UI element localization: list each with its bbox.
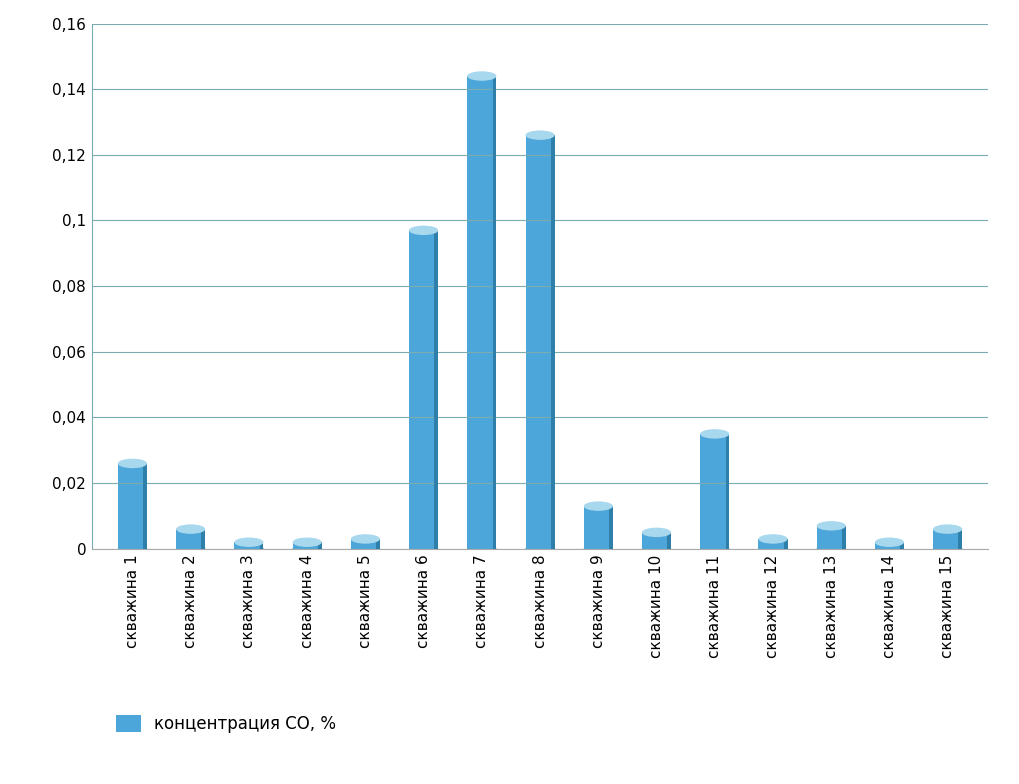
Bar	[726, 434, 730, 549]
Ellipse shape	[700, 544, 730, 554]
Ellipse shape	[758, 534, 788, 543]
Ellipse shape	[700, 429, 730, 438]
Bar	[318, 543, 322, 549]
Bar	[202, 529, 205, 549]
Bar	[609, 506, 612, 549]
Bar	[260, 543, 264, 549]
Bar	[642, 532, 672, 549]
Bar	[758, 539, 788, 549]
Ellipse shape	[468, 71, 496, 81]
Bar	[526, 135, 554, 549]
Bar	[784, 539, 788, 549]
Ellipse shape	[584, 544, 612, 554]
Ellipse shape	[875, 544, 904, 554]
Bar	[376, 539, 380, 549]
Ellipse shape	[816, 521, 846, 531]
Ellipse shape	[176, 544, 205, 554]
Ellipse shape	[584, 502, 612, 511]
Bar	[492, 76, 496, 549]
Bar	[667, 532, 672, 549]
Ellipse shape	[118, 459, 147, 468]
Bar	[551, 135, 554, 549]
Legend: концентрация CO, %: концентрация CO, %	[109, 709, 342, 740]
Ellipse shape	[933, 544, 962, 554]
Ellipse shape	[816, 544, 846, 554]
Ellipse shape	[118, 544, 147, 554]
Ellipse shape	[642, 528, 672, 537]
Bar	[875, 543, 904, 549]
Bar	[292, 543, 322, 549]
Ellipse shape	[351, 544, 380, 554]
Bar	[468, 76, 496, 549]
Bar	[584, 506, 612, 549]
Bar	[959, 529, 962, 549]
Ellipse shape	[468, 544, 496, 554]
Bar	[144, 463, 147, 549]
Ellipse shape	[234, 538, 264, 547]
Ellipse shape	[526, 130, 554, 140]
Ellipse shape	[933, 524, 962, 534]
Bar	[842, 526, 846, 549]
Bar	[700, 434, 730, 549]
Bar	[434, 230, 438, 549]
Ellipse shape	[409, 544, 438, 554]
Bar	[351, 539, 380, 549]
Bar	[118, 463, 147, 549]
Ellipse shape	[176, 524, 205, 534]
Bar	[933, 529, 962, 549]
Ellipse shape	[642, 544, 672, 554]
Bar	[409, 230, 438, 549]
Ellipse shape	[234, 544, 264, 554]
Ellipse shape	[758, 544, 788, 554]
Ellipse shape	[351, 534, 380, 543]
Ellipse shape	[292, 538, 322, 547]
Ellipse shape	[409, 226, 438, 235]
Bar	[816, 526, 846, 549]
Ellipse shape	[292, 544, 322, 554]
Bar	[234, 543, 264, 549]
Bar	[900, 543, 904, 549]
Ellipse shape	[526, 544, 554, 554]
Bar	[176, 529, 205, 549]
Ellipse shape	[875, 538, 904, 547]
